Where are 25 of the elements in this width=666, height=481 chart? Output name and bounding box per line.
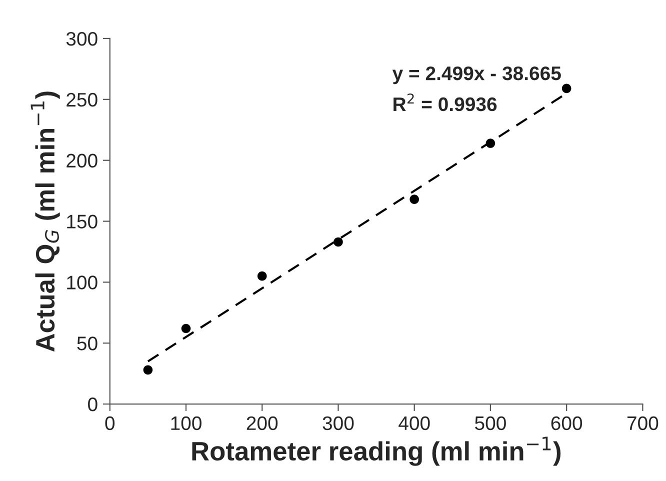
y-tick-label: 100 [67, 276, 98, 290]
y-tick-label: 0 [88, 398, 98, 412]
x-tick-label: 0 [105, 416, 115, 430]
x-tick-label: 200 [246, 416, 278, 430]
y-tick-label: 200 [66, 154, 98, 168]
annotation: R$^{2}$ = 0.9936 [394, 93, 497, 112]
y-tick-label: 300 [66, 32, 98, 46]
point [181, 324, 191, 334]
y-axis-title: Actual Q$_{G}$ (ml min$^{−1}$) [30, 92, 60, 352]
y-tick-label: 50 [77, 336, 98, 350]
point [562, 84, 572, 94]
point [143, 365, 153, 375]
point [410, 194, 420, 204]
y-tick-label: 250 [66, 92, 98, 107]
annotation: y = 2.499x - 38.665 [392, 66, 561, 84]
x-tick-label: 600 [551, 416, 582, 430]
y-tick-label: 150 [67, 214, 98, 228]
x-tick-label: 400 [398, 416, 430, 430]
x-tick-label: 700 [627, 416, 658, 430]
point [257, 271, 267, 281]
x-tick-label: 500 [475, 416, 506, 430]
x-tick-label: 300 [322, 416, 354, 430]
point [334, 237, 343, 247]
x-tick-label: 100 [171, 416, 202, 430]
x-axis-title: Rotameter reading (ml min$^{−1}$) [192, 436, 561, 466]
